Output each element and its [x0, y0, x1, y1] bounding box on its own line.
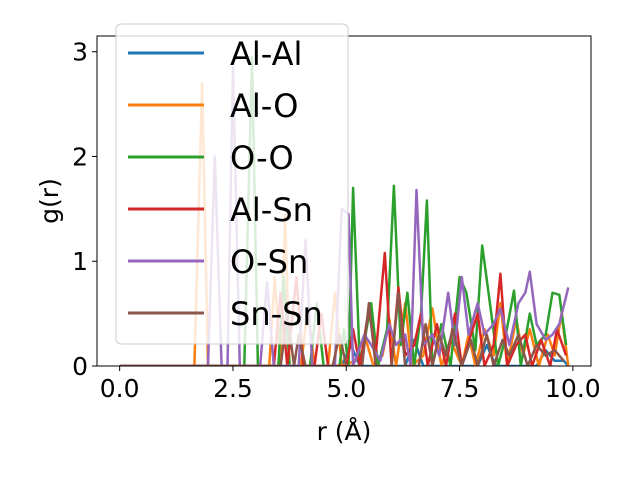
y-axis-ticks: 0 1 2 3 [72, 38, 97, 381]
y-axis-label: g(r) [35, 178, 64, 224]
legend-label-al-o: Al-O [230, 87, 298, 125]
y-tick-label: 2 [72, 142, 88, 171]
x-axis-label: r (Å) [317, 417, 372, 446]
legend: Al-Al Al-O O-O Al-Sn O-Sn Sn-Sn [115, 23, 349, 345]
y-tick-label: 3 [72, 38, 88, 67]
legend-label-o-o: O-O [230, 139, 294, 177]
y-tick-label: 1 [72, 247, 88, 276]
x-tick-label: 2.5 [213, 374, 253, 403]
legend-label-al-al: Al-Al [230, 35, 302, 73]
y-tick-label: 0 [72, 352, 88, 381]
x-tick-label: 0.0 [100, 374, 140, 403]
legend-label-o-sn: O-Sn [230, 243, 308, 281]
series-line-sn-sn [119, 291, 565, 366]
legend-label-sn-sn: Sn-Sn [230, 295, 323, 333]
legend-label-al-sn: Al-Sn [230, 191, 313, 229]
x-tick-label: 5.0 [326, 374, 366, 403]
x-axis-ticks: 0.0 2.5 5.0 7.5 10.0 [100, 366, 601, 403]
series-line-al-sn [119, 251, 568, 366]
x-tick-label: 10.0 [545, 374, 601, 403]
x-tick-label: 7.5 [440, 374, 480, 403]
